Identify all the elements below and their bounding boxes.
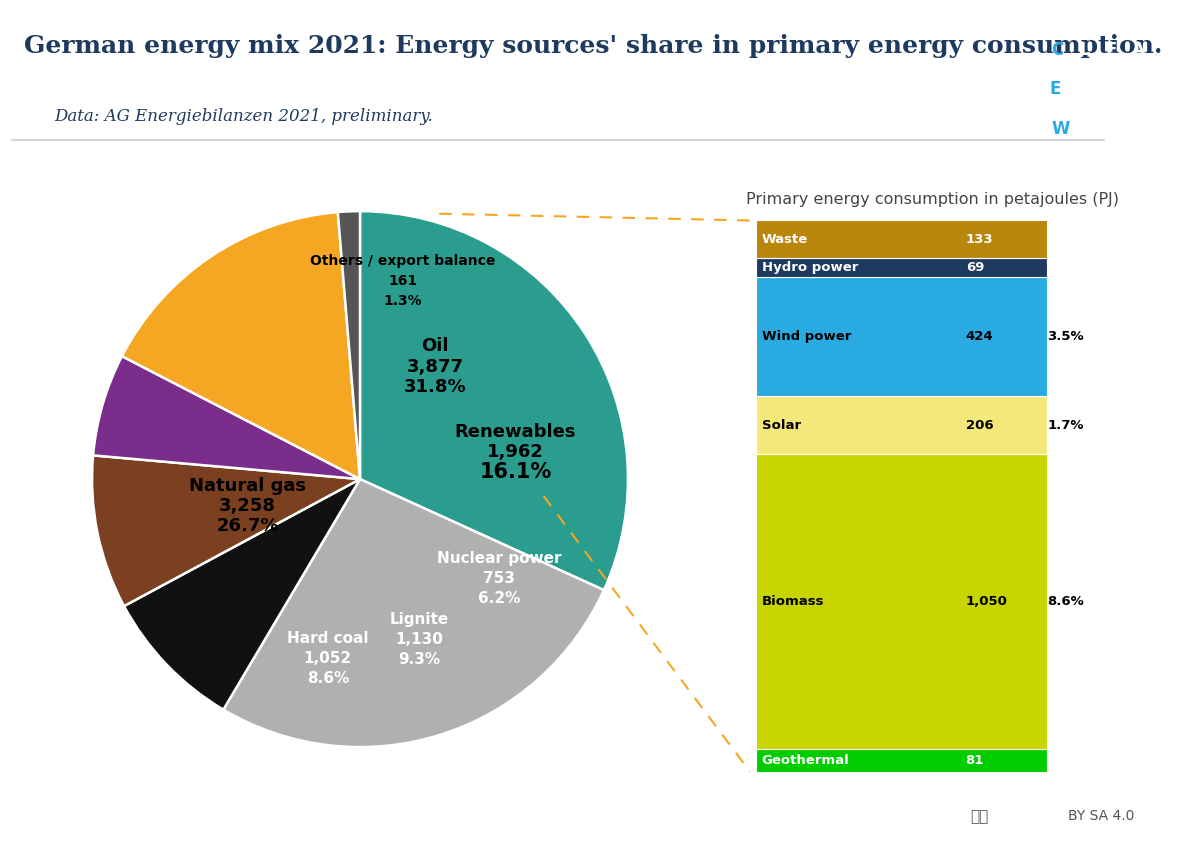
Wedge shape xyxy=(94,356,360,479)
Text: 1.3%: 1.3% xyxy=(384,294,422,308)
Text: E: E xyxy=(1105,41,1117,59)
Wedge shape xyxy=(360,211,628,590)
Text: Natural gas: Natural gas xyxy=(188,477,306,495)
Text: 3,877: 3,877 xyxy=(407,358,463,376)
Text: 161: 161 xyxy=(389,274,418,287)
Wedge shape xyxy=(122,212,360,479)
Text: 3,258: 3,258 xyxy=(218,497,276,515)
Text: L: L xyxy=(1079,41,1090,59)
Text: R: R xyxy=(1122,120,1134,138)
Text: A: A xyxy=(1132,41,1145,59)
Bar xyxy=(756,396,1048,454)
Text: 16.1%: 16.1% xyxy=(479,462,552,483)
Text: 9.3%: 9.3% xyxy=(398,652,440,667)
Text: 1.1%: 1.1% xyxy=(1048,232,1084,246)
Wedge shape xyxy=(337,211,360,479)
Text: E: E xyxy=(1050,81,1061,98)
Text: 81: 81 xyxy=(966,754,984,767)
Text: Primary energy consumption in petajoules (PJ): Primary energy consumption in petajoules… xyxy=(746,192,1120,207)
Wedge shape xyxy=(124,479,360,710)
Text: 1,052: 1,052 xyxy=(304,651,352,667)
Text: Geothermal: Geothermal xyxy=(762,754,850,767)
Text: E: E xyxy=(1094,81,1105,98)
Text: Hard coal: Hard coal xyxy=(287,631,368,646)
Text: Data: AG Energiebilanzen 2021, preliminary.: Data: AG Energiebilanzen 2021, prelimina… xyxy=(54,108,433,125)
Text: 1,130: 1,130 xyxy=(395,633,443,647)
Text: E: E xyxy=(1156,120,1168,138)
Text: 6.2%: 6.2% xyxy=(478,591,521,605)
Text: 133: 133 xyxy=(966,232,994,246)
Text: Lignite: Lignite xyxy=(389,612,449,628)
Text: Solar: Solar xyxy=(762,419,800,432)
Text: 0.7%: 0.7% xyxy=(1048,754,1084,767)
Text: 206: 206 xyxy=(966,419,994,432)
Text: 31.8%: 31.8% xyxy=(403,377,467,396)
Bar xyxy=(756,277,1048,396)
Text: Oil: Oil xyxy=(421,338,449,355)
Text: 753: 753 xyxy=(484,571,515,586)
Text: ⒸⒸ: ⒸⒸ xyxy=(970,809,989,823)
Text: Nuclear power: Nuclear power xyxy=(437,550,562,566)
Text: BY SA 4.0: BY SA 4.0 xyxy=(1068,809,1134,823)
Text: 0.6%: 0.6% xyxy=(1048,261,1084,274)
Bar xyxy=(756,258,1048,277)
Bar xyxy=(756,220,1048,258)
Text: 1,962: 1,962 xyxy=(487,444,544,461)
Text: 1,050: 1,050 xyxy=(966,595,1008,608)
Text: Renewables: Renewables xyxy=(455,423,576,441)
Wedge shape xyxy=(92,455,360,606)
Text: 1.7%: 1.7% xyxy=(1048,419,1084,432)
Text: Wind power: Wind power xyxy=(762,330,851,343)
Text: German energy mix 2021: Energy sources' share in primary energy consumption.: German energy mix 2021: Energy sources' … xyxy=(24,34,1163,58)
Text: 26.7%: 26.7% xyxy=(216,517,278,535)
Text: N: N xyxy=(1070,81,1085,98)
Text: Waste: Waste xyxy=(762,232,808,246)
Bar xyxy=(756,454,1048,749)
Text: 8.6%: 8.6% xyxy=(307,672,349,686)
Text: R: R xyxy=(1116,81,1129,98)
Text: W: W xyxy=(1051,120,1070,138)
Text: Hydro power: Hydro power xyxy=(762,261,858,274)
Text: Y: Y xyxy=(1162,81,1174,98)
Text: Others / export balance: Others / export balance xyxy=(310,254,496,268)
Bar xyxy=(756,749,1048,772)
Text: C: C xyxy=(1051,41,1063,59)
Text: Biomass: Biomass xyxy=(762,595,824,608)
Text: N: N xyxy=(1158,41,1172,59)
Text: 3.5%: 3.5% xyxy=(1048,330,1084,343)
Text: 424: 424 xyxy=(966,330,994,343)
Text: I: I xyxy=(1091,120,1098,138)
Text: G: G xyxy=(1138,81,1152,98)
Wedge shape xyxy=(223,479,604,747)
Text: 69: 69 xyxy=(966,261,984,274)
Text: 8.6%: 8.6% xyxy=(1048,595,1084,608)
